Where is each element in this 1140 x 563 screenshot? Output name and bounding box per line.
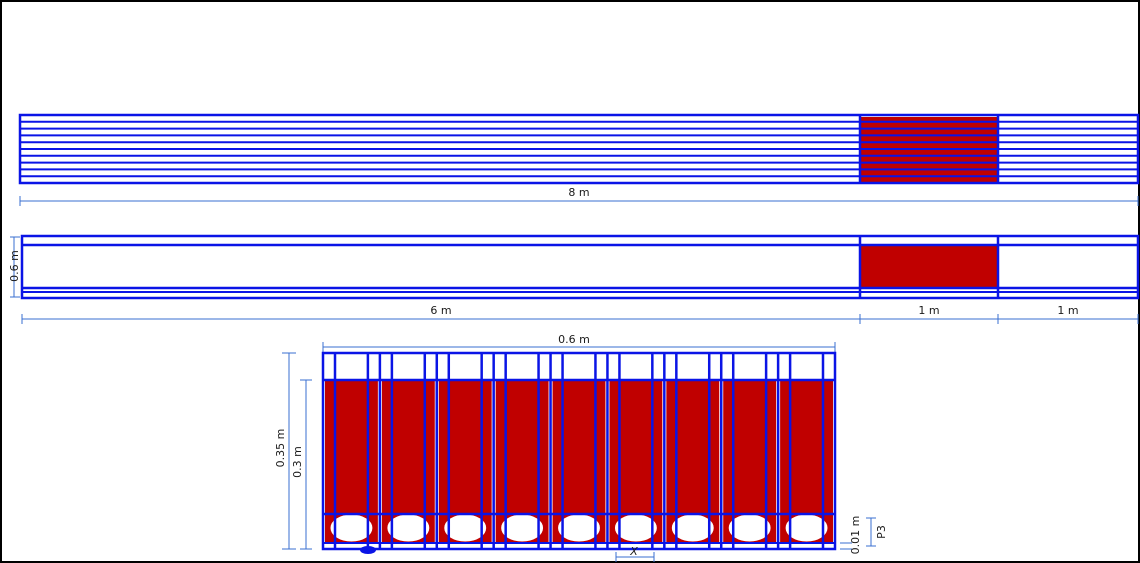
section-inner-height-label: 0.3 m (291, 446, 304, 478)
section-outline (321, 351, 837, 551)
spacing-dimension: X (615, 545, 655, 562)
plan-outline (18, 113, 1140, 185)
section-width-label: 0.6 m (558, 333, 590, 346)
cell-void (444, 514, 487, 542)
elevation-view: 0.6 m 6 m 1 m 1 m (8, 234, 1140, 324)
plan-view: 8 m (18, 113, 1140, 206)
elevation-segment-dimensions: 6 m 1 m 1 m (21, 304, 1139, 324)
gap-dimension: 0.01 m (840, 516, 862, 555)
cell-void (501, 514, 544, 542)
cell-void (671, 514, 714, 542)
p3-label: P3 (875, 525, 888, 539)
cell-void (387, 514, 430, 542)
support-marker (360, 546, 376, 554)
elevation-height-dimension: 0.6 m (8, 236, 21, 298)
segment-label-1: 6 m (430, 304, 451, 317)
segment-label-2: 1 m (918, 304, 939, 317)
plan-length-label: 8 m (568, 186, 589, 199)
plan-length-dimension: 8 m (19, 186, 1139, 206)
elevation-red-region (860, 245, 998, 288)
cell-void (728, 514, 771, 542)
section-view: 0.6 m 0.35 m 0.3 m X (274, 333, 888, 562)
plan-strands (20, 120, 1138, 178)
section-total-height-label: 0.35 m (274, 429, 287, 468)
cell-void (330, 514, 373, 542)
spacing-label: X (629, 545, 638, 558)
segment-label-3: 1 m (1057, 304, 1078, 317)
cell-void (614, 514, 657, 542)
section-total-height-dimension: 0.35 m (274, 352, 296, 550)
elevation-outline (20, 234, 1140, 300)
section-inner-height-dimension: 0.3 m (291, 379, 312, 550)
elevation-height-label: 0.6 m (8, 250, 21, 282)
section-cells (325, 353, 833, 549)
cell-void (558, 514, 600, 542)
p3-marker: P3 (866, 517, 888, 547)
cell-void (785, 514, 828, 542)
gap-label: 0.01 m (849, 516, 862, 555)
section-width-dimension: 0.6 m (322, 333, 836, 352)
